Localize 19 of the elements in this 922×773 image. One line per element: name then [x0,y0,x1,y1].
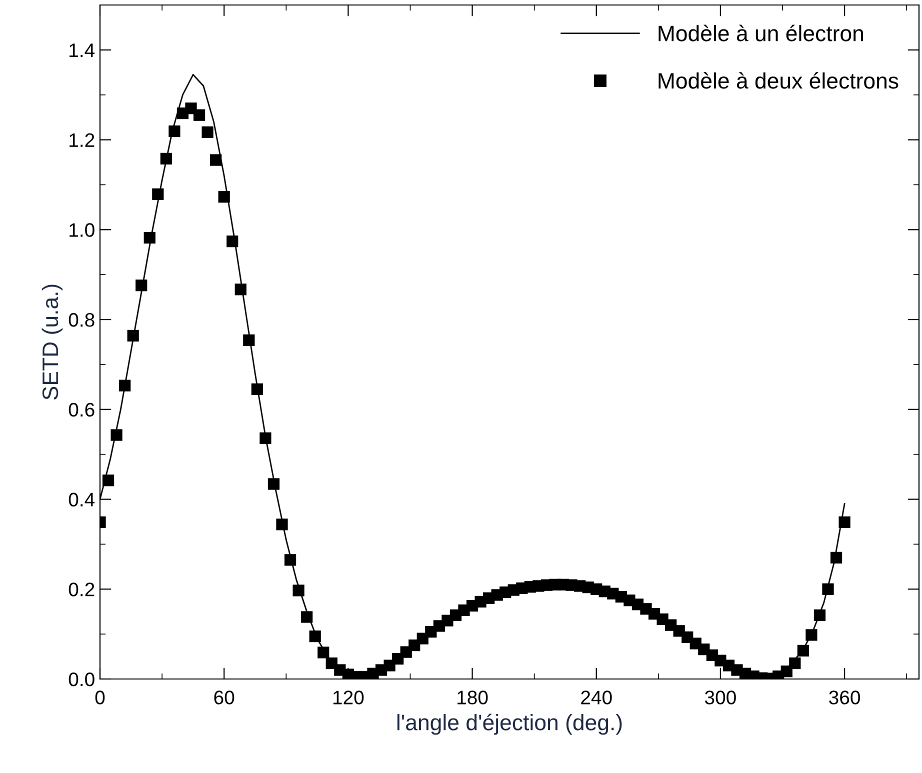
legend-label: Modèle à un électron [658,24,863,42]
x-tick-label: 300 [704,690,736,704]
x-tick-label: 0 [95,690,105,704]
x-axis-title: l'angle d'éjection (deg.) [397,714,622,735]
y-axis-title: SETD (u.a.) [42,284,63,400]
y-tick-label: 0.6 [68,402,94,417]
x-tick-label: 240 [581,690,612,704]
y-tick-label: 0.0 [68,672,94,686]
x-tick-label: 360 [829,690,860,704]
y-tick-label: 1.4 [70,44,95,57]
y-tick-label: 0.2 [68,582,94,596]
legend-label: Modèle à deux électrons [658,72,898,89]
x-tick-label: 180 [458,690,488,704]
y-tick-label: 1.2 [70,133,94,147]
x-tick-label: 60 [214,690,234,704]
y-tick-label: 0.8 [68,313,94,327]
x-tick-label: 120 [333,690,364,704]
y-tick-label: 0.4 [68,492,95,507]
y-tick-label: 1.0 [70,223,94,237]
